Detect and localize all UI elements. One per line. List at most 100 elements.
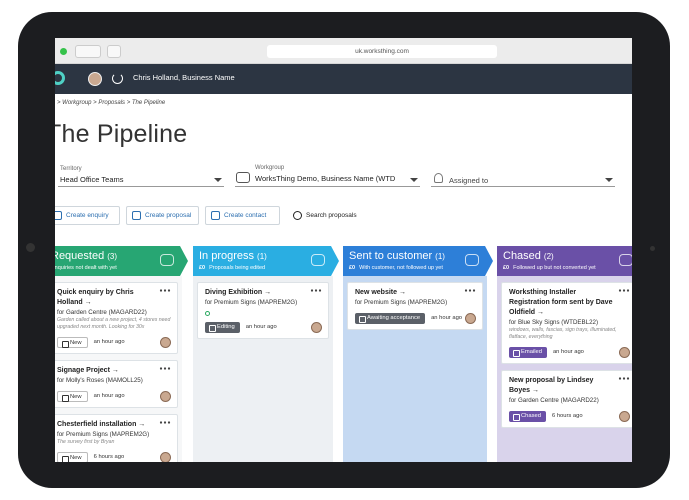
status-badge[interactable]: Chased	[509, 410, 546, 422]
window-button[interactable]	[60, 48, 67, 55]
column-icon	[619, 254, 632, 266]
column-body: Diving Exhibition → for Premium Signs (MA…	[193, 276, 333, 462]
card-title[interactable]: Quick enquiry by Chris Holland →	[57, 289, 134, 306]
card-menu[interactable]	[618, 377, 630, 380]
proposal-card[interactable]: Signage Project → for Molly's Roses (MAMO…	[55, 360, 178, 408]
workgroup-icon	[236, 172, 250, 183]
status-badge[interactable]: New	[57, 451, 88, 462]
card-note: windows, walls, fascias, sign trays, ill…	[509, 327, 617, 340]
card-company: for Premium Signs (MAPREM2G)	[57, 431, 150, 438]
status-badge[interactable]: New	[57, 336, 88, 348]
owner-avatar[interactable]	[619, 347, 630, 358]
owner-avatar[interactable]	[160, 452, 171, 462]
column-subtitle: £0 Followed up but not converted yet	[503, 265, 596, 271]
card-title[interactable]: New website →	[355, 289, 406, 296]
column-count: (3)	[107, 252, 117, 261]
browser-bar: uk.worksthing.com	[55, 38, 632, 64]
proposal-card[interactable]: Chesterfield installation → for Premium S…	[55, 414, 178, 462]
status-dot	[205, 311, 210, 316]
card-title[interactable]: Chesterfield installation →	[57, 421, 146, 428]
create-proposal-button[interactable]: Create proposal	[126, 206, 199, 225]
filter-value[interactable]: Assigned to	[449, 176, 489, 185]
dropdown-caret[interactable]	[410, 178, 418, 182]
card-menu[interactable]	[310, 289, 322, 292]
filter-underline	[58, 186, 224, 187]
breadcrumb[interactable]: > Workgroup > Proposals > The Pipeline	[57, 100, 166, 106]
power-icon[interactable]	[112, 73, 123, 84]
column-amount: £0	[199, 265, 206, 271]
proposal-card[interactable]: New proposal by Lindsey Boyes → for Garde…	[501, 370, 632, 428]
owner-avatar[interactable]	[160, 337, 171, 348]
card-title[interactable]: Worksthing Installer Registration form s…	[509, 289, 613, 316]
owner-avatar[interactable]	[619, 411, 630, 422]
sidebar-button[interactable]	[107, 45, 121, 58]
card-note: Garden called about a new project, 4 sto…	[57, 317, 171, 330]
card-title[interactable]: New proposal by Lindsey Boyes →	[509, 377, 594, 394]
card-footer: Emailed an hour ago	[509, 346, 630, 358]
create-enquiry-button[interactable]: Create enquiry	[55, 206, 120, 225]
owner-avatar[interactable]	[465, 313, 476, 324]
column-description: Proposals being edited	[209, 265, 266, 271]
card-menu[interactable]	[464, 289, 476, 292]
filter-label: Workgroup	[255, 165, 285, 171]
column-description: Followed up but not converted yet	[513, 265, 596, 271]
card-company: for Blue Sky Signs (WTDEBL22)	[509, 319, 599, 326]
logo[interactable]	[55, 71, 65, 85]
proposal-card[interactable]: Worksthing Installer Registration form s…	[501, 282, 632, 364]
status-badge[interactable]: New	[57, 390, 88, 402]
card-footer: New an hour ago	[57, 336, 171, 348]
proposal-card[interactable]: Quick enquiry by Chris Holland → for Gard…	[55, 282, 178, 354]
person-icon	[434, 173, 443, 183]
column-title: Chased (2)	[503, 250, 554, 262]
pipeline-column: In progress (1) £0 Proposals being edited Di…	[193, 246, 339, 462]
card-menu[interactable]	[159, 367, 171, 370]
column-title: In progress (1)	[199, 250, 267, 262]
card-menu[interactable]	[159, 421, 171, 424]
filter-value[interactable]: WorksThing Demo, Business Name (WTD	[255, 174, 396, 183]
card-footer: Awaiting acceptance an hour ago	[355, 312, 476, 324]
nav-buttons[interactable]	[75, 45, 101, 58]
column-header[interactable]: Requested (3) Enquiries not dealt with yet	[55, 246, 188, 276]
page-title: The Pipeline	[55, 120, 188, 148]
card-footer: Chased 6 hours ago	[509, 410, 630, 422]
card-company: for Premium Signs (MAPREM2G)	[355, 299, 448, 306]
status-badge[interactable]: Editing	[205, 321, 240, 333]
owner-avatar[interactable]	[160, 391, 171, 402]
column-description: With customer, not followed up yet	[359, 265, 443, 271]
card-time: 6 hours ago	[551, 413, 583, 419]
create-contact-button[interactable]: Create contact	[205, 206, 280, 225]
user-name[interactable]: Chris Holland, Business Name	[133, 73, 235, 82]
card-company: for Molly's Roses (MAMOLL25)	[57, 377, 143, 384]
column-header[interactable]: Chased (2) £0 Followed up but not converted…	[497, 246, 632, 276]
card-title[interactable]: Diving Exhibition →	[205, 289, 272, 296]
proposal-card[interactable]: New website → for Premium Signs (MAPREM2G…	[347, 282, 483, 330]
card-footer: New 6 hours ago	[57, 451, 171, 462]
dropdown-caret[interactable]	[214, 178, 222, 182]
card-footer: Editing an hour ago	[205, 321, 322, 333]
column-header[interactable]: Sent to customer (1) £0 With customer, not …	[343, 246, 493, 276]
card-time: an hour ago	[93, 339, 125, 345]
proposal-card[interactable]: Diving Exhibition → for Premium Signs (MA…	[197, 282, 329, 339]
avatar[interactable]	[88, 72, 102, 86]
column-subtitle: Enquiries not dealt with yet	[55, 265, 117, 271]
column-body: Worksthing Installer Registration form s…	[497, 276, 632, 462]
card-title[interactable]: Signage Project →	[57, 367, 119, 374]
card-footer: New an hour ago	[57, 390, 171, 402]
card-menu[interactable]	[618, 289, 630, 292]
button-label: Search proposals	[306, 212, 357, 219]
url-field[interactable]: uk.worksthing.com	[267, 45, 497, 58]
button-label: Create enquiry	[66, 212, 109, 219]
card-company: for Garden Centre (MAGARD22)	[509, 397, 599, 404]
search-proposals-button[interactable]: Search proposals	[287, 206, 367, 225]
filter-value[interactable]: Head Office Teams	[60, 175, 124, 184]
camera	[26, 243, 35, 252]
status-badge[interactable]: Awaiting acceptance	[355, 312, 426, 324]
card-menu[interactable]	[159, 289, 171, 292]
column-header[interactable]: In progress (1) £0 Proposals being edited	[193, 246, 339, 276]
column-body: New website → for Premium Signs (MAPREM2G…	[343, 276, 487, 462]
owner-avatar[interactable]	[311, 322, 322, 333]
column-amount: £0	[503, 265, 510, 271]
dropdown-caret[interactable]	[605, 178, 613, 182]
status-badge[interactable]: Emailed	[509, 346, 547, 358]
